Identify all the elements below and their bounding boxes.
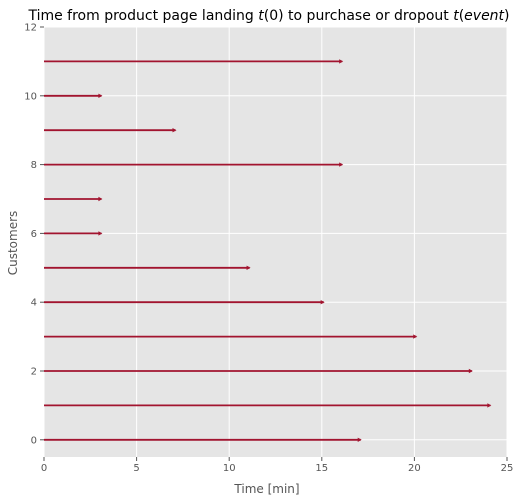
event-marker — [487, 403, 492, 408]
y-tick-label: 2 — [31, 367, 37, 378]
event-marker — [98, 231, 103, 236]
y-axis-ticks: 0 2 4 6 8 10 12 — [24, 23, 44, 446]
y-tick-label: 0 — [31, 435, 37, 446]
chart-title: Time from product page landing t(0) to p… — [27, 8, 509, 24]
x-tick-label: 15 — [315, 463, 328, 474]
x-axis-ticks: 0 5 10 15 20 25 — [41, 457, 514, 474]
x-tick-label: 10 — [223, 463, 236, 474]
event-marker — [468, 368, 473, 374]
x-tick-label: 0 — [41, 463, 47, 474]
event-marker — [98, 93, 103, 98]
customer-lines — [44, 59, 492, 442]
event-marker — [413, 334, 418, 339]
y-tick-label: 6 — [31, 229, 37, 240]
y-axis-label: Customers — [6, 211, 20, 276]
event-marker — [339, 59, 344, 64]
event-marker — [98, 196, 103, 202]
plot-area — [44, 27, 507, 457]
y-tick-label: 8 — [31, 160, 37, 171]
x-axis-label: Time [min] — [233, 482, 299, 496]
event-marker — [357, 437, 362, 442]
event-marker — [246, 265, 251, 270]
event-marker — [320, 300, 325, 305]
y-tick-label: 4 — [31, 298, 37, 309]
x-tick-label: 5 — [133, 463, 139, 474]
event-marker — [172, 128, 177, 133]
y-tick-label: 10 — [24, 91, 37, 102]
x-tick-label: 25 — [501, 463, 514, 474]
y-tick-label: 12 — [24, 23, 37, 34]
x-tick-label: 20 — [408, 463, 421, 474]
event-marker — [339, 162, 344, 167]
